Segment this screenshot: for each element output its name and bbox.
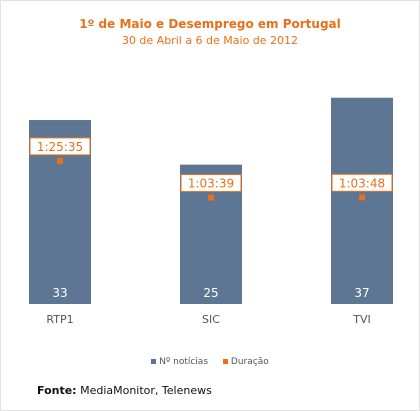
duration-marker-rtp1 xyxy=(57,157,63,164)
bar-value-label-sic: 25 xyxy=(203,286,218,300)
source-label: Fonte: xyxy=(37,384,77,397)
duration-label-box-sic xyxy=(180,174,242,193)
duration-marker-sic xyxy=(208,194,214,201)
legend-label-duracao: Duração xyxy=(230,357,269,367)
duration-label-sic: 1:03:39 xyxy=(188,177,234,191)
duration-label-tvi: 1:03:48 xyxy=(339,176,385,190)
source-text: MediaMonitor, Telenews xyxy=(80,384,212,397)
legend-label-noticias: Nº notícias xyxy=(159,357,209,367)
chart-title: 1º de Maio e Desemprego em Portugal xyxy=(79,17,341,31)
bar-tvi xyxy=(331,97,393,304)
bar-value-label-tvi: 37 xyxy=(354,286,369,300)
chart-legend: Nº notícias Duração xyxy=(0,357,420,367)
source-note: Fonte: MediaMonitor, Telenews xyxy=(37,384,212,397)
bar-value-label-rtp1: 33 xyxy=(52,286,67,300)
duration-label-box-rtp1 xyxy=(29,137,91,156)
duration-label-box-tvi xyxy=(331,173,393,192)
legend-item-noticias: Nº notícias xyxy=(151,357,208,367)
tick-label-rtp1: RTP1 xyxy=(46,313,73,326)
legend-item-duracao: Duração xyxy=(222,357,269,367)
duration-label-rtp1: 1:25:35 xyxy=(37,140,83,154)
chart-subtitle: 30 de Abril a 6 de Maio de 2012 xyxy=(121,34,299,47)
tick-label-sic: SIC xyxy=(202,313,220,326)
tick-label-tvi: TVI xyxy=(352,313,371,326)
legend-swatch-marker xyxy=(222,359,228,364)
legend-swatch-bar xyxy=(151,359,157,364)
duration-marker-tvi xyxy=(359,194,365,201)
